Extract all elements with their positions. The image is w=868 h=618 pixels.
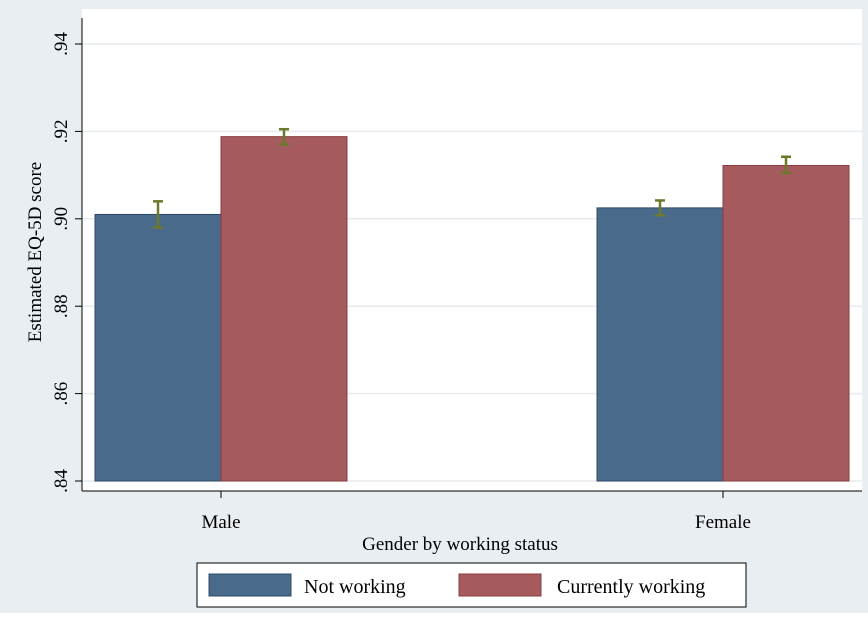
x-tick-label: Female	[695, 512, 751, 533]
bar	[596, 207, 724, 482]
y-ticks: .84 .86 .88 .90 .92 .94	[51, 32, 82, 493]
bars	[94, 136, 850, 482]
legend-label: Not working	[304, 576, 406, 598]
bar	[220, 136, 348, 482]
bar	[722, 164, 850, 482]
x-tick-label: Male	[201, 512, 240, 533]
x-ticks: Male Female	[201, 491, 751, 533]
y-tick-label: .86	[51, 382, 72, 406]
y-tick-label: .88	[51, 294, 72, 318]
legend-label: Currently working	[557, 576, 705, 598]
y-tick-label: .94	[51, 32, 72, 56]
bar	[94, 213, 222, 482]
y-tick-label: .92	[51, 120, 72, 144]
y-tick-label: .84	[51, 469, 72, 493]
y-axis-label: Estimated EQ-5D score	[25, 162, 46, 342]
error-bars	[153, 127, 791, 229]
legend-swatch	[208, 573, 292, 597]
legend: Not working Currently working	[196, 562, 747, 608]
x-axis-label: Gender by working status	[362, 534, 558, 555]
y-tick-label: .90	[51, 207, 72, 231]
legend-swatch	[458, 573, 542, 597]
